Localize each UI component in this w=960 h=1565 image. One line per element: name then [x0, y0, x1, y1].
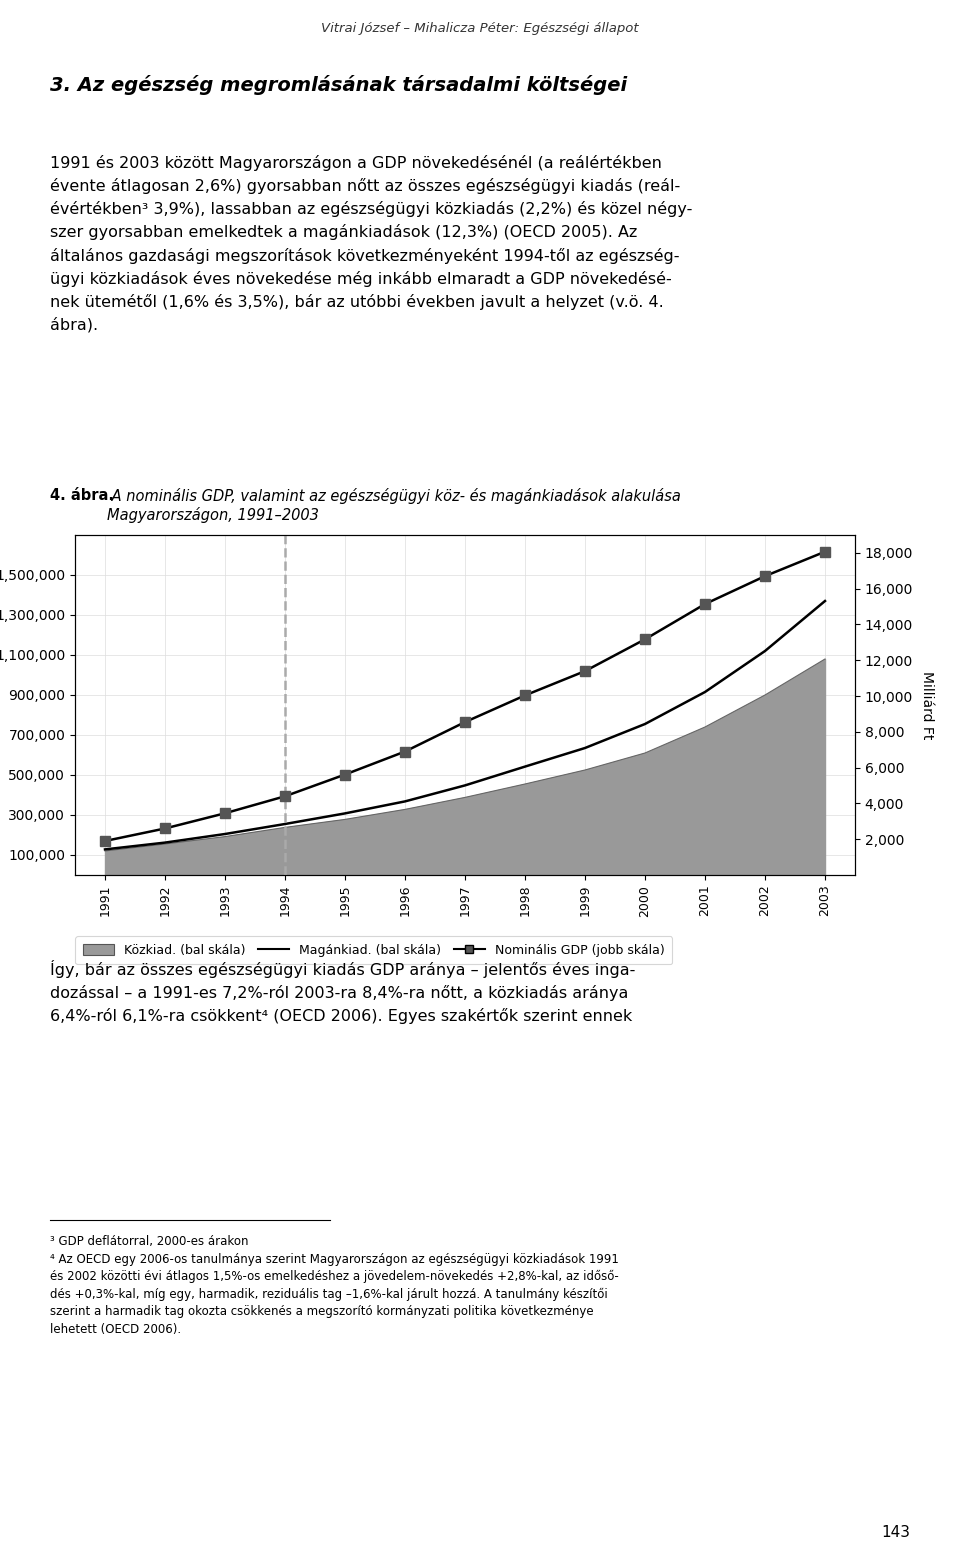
- Text: ³ GDP deflátorral, 2000-es árakon
⁴ Az OECD egy 2006-os tanulmánya szerint Magya: ³ GDP deflátorral, 2000-es árakon ⁴ Az O…: [50, 1235, 619, 1337]
- Legend: Közkiad. (bal skála), Magánkiad. (bal skála), Nominális GDP (jobb skála): Közkiad. (bal skála), Magánkiad. (bal sk…: [75, 936, 672, 964]
- Y-axis label: Milliárd Ft: Milliárd Ft: [920, 671, 934, 739]
- Text: A nominális GDP, valamint az egészségügyi köz- és magánkiadások alakulása
Magyar: A nominális GDP, valamint az egészségügy…: [107, 488, 681, 523]
- Text: 143: 143: [881, 1524, 910, 1540]
- Text: Így, bár az összes egészségügyi kiadás GDP aránya – jelentős éves inga-
dozással: Így, bár az összes egészségügyi kiadás G…: [50, 959, 636, 1025]
- Text: Vitrai József – Mihalicza Péter: Egészségi állapot: Vitrai József – Mihalicza Péter: Egészsé…: [322, 22, 638, 34]
- Text: 3. Az egészség megromlásának társadalmi költségei: 3. Az egészség megromlásának társadalmi …: [50, 75, 627, 95]
- Text: 1991 és 2003 között Magyarországon a GDP növekedésénél (a reálértékben
évente át: 1991 és 2003 között Magyarországon a GDP…: [50, 155, 692, 332]
- Text: 4. ábra.: 4. ábra.: [50, 488, 114, 502]
